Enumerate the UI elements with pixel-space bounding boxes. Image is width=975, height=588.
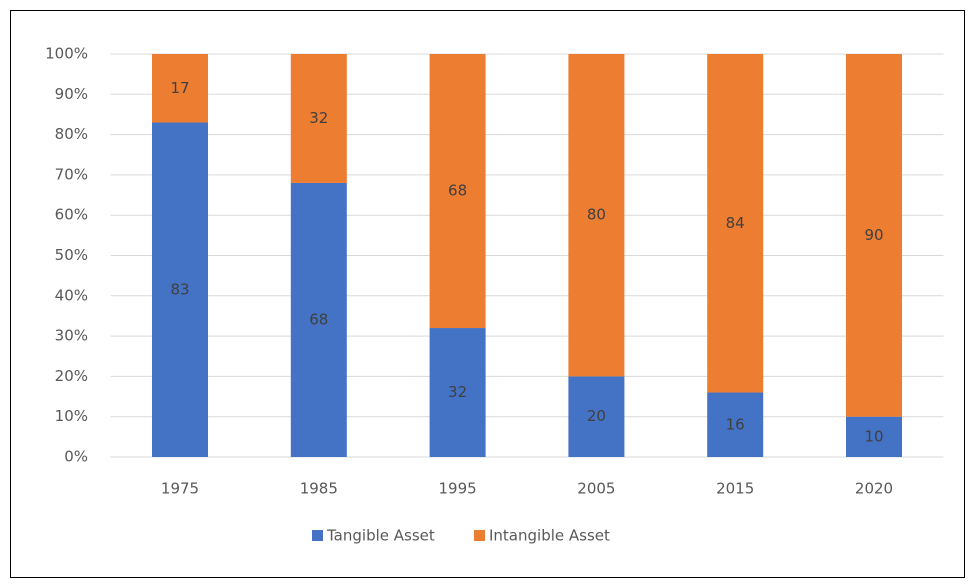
bar-segment — [290, 54, 347, 183]
x-tick-label: 1995 — [439, 480, 477, 498]
x-tick-label: 2005 — [577, 480, 615, 498]
bar-segment — [429, 328, 486, 457]
data-label: 32 — [448, 383, 467, 401]
data-label: 68 — [448, 182, 467, 200]
y-tick-label: 20% — [55, 367, 88, 385]
y-tick-label: 100% — [45, 45, 88, 63]
data-label: 84 — [726, 214, 745, 232]
y-tick-label: 0% — [64, 448, 88, 466]
bar-segment — [568, 376, 625, 457]
x-tick-label: 1975 — [161, 480, 199, 498]
y-tick-label: 10% — [55, 407, 88, 425]
bar-segment — [429, 54, 486, 329]
legend-swatch — [474, 530, 485, 541]
bar-segment — [152, 54, 208, 123]
legend-swatch — [312, 530, 323, 541]
x-tick-label: 2015 — [716, 480, 754, 498]
bar-segment — [707, 392, 764, 457]
legend-label: Tangible Asset — [326, 527, 435, 545]
bar-segment — [846, 54, 902, 417]
x-tick-label: 1985 — [300, 480, 338, 498]
bar-segment — [290, 182, 347, 457]
y-tick-label: 40% — [55, 286, 88, 304]
data-label: 16 — [726, 415, 745, 433]
data-label: 10 — [864, 427, 883, 445]
y-tick-label: 80% — [55, 125, 88, 143]
y-tick-label: 90% — [55, 85, 88, 103]
bar-segment — [846, 416, 902, 457]
legend-label: Intangible Asset — [489, 527, 610, 545]
y-tick-label: 70% — [55, 165, 88, 183]
data-label: 68 — [309, 310, 328, 328]
y-tick-label: 50% — [55, 246, 88, 264]
bar-segment — [152, 122, 208, 457]
data-label: 90 — [864, 226, 883, 244]
data-label: 32 — [309, 109, 328, 127]
data-label: 83 — [170, 280, 189, 298]
y-tick-label: 60% — [55, 206, 88, 224]
bar-segment — [707, 54, 764, 393]
y-tick-label: 30% — [55, 327, 88, 345]
data-label: 20 — [587, 407, 606, 425]
data-label: 17 — [170, 79, 189, 97]
bar-segment — [568, 54, 625, 377]
x-tick-label: 2020 — [855, 480, 893, 498]
data-label: 80 — [587, 206, 606, 224]
